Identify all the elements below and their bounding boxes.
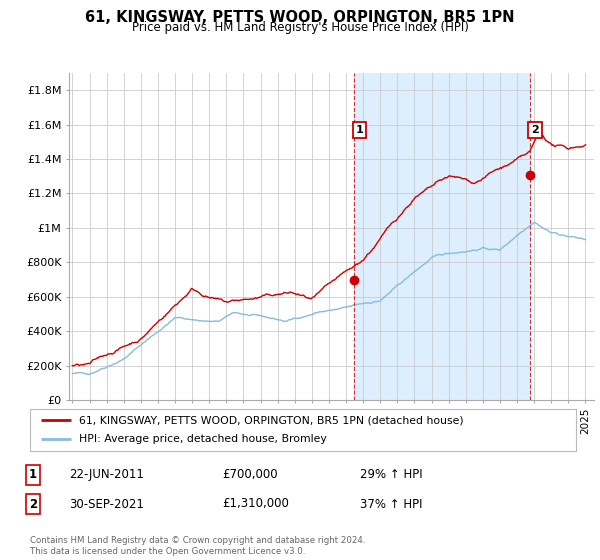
Bar [354, 73, 530, 400]
Text: 61, KINGSWAY, PETTS WOOD, ORPINGTON, BR5 1PN: 61, KINGSWAY, PETTS WOOD, ORPINGTON, BR5… [85, 10, 515, 25]
Text: 2: 2 [29, 497, 37, 511]
Text: 22-JUN-2011: 22-JUN-2011 [69, 468, 144, 482]
Text: 1: 1 [29, 468, 37, 482]
Text: 61, KINGSWAY, PETTS WOOD, ORPINGTON, BR5 1PN (detached house): 61, KINGSWAY, PETTS WOOD, ORPINGTON, BR5… [79, 415, 464, 425]
Text: 30-SEP-2021: 30-SEP-2021 [69, 497, 144, 511]
Text: £700,000: £700,000 [222, 468, 278, 482]
Text: 1: 1 [355, 125, 363, 135]
Text: Contains HM Land Registry data © Crown copyright and database right 2024.
This d: Contains HM Land Registry data © Crown c… [30, 536, 365, 556]
Text: Price paid vs. HM Land Registry's House Price Index (HPI): Price paid vs. HM Land Registry's House … [131, 21, 469, 34]
Text: HPI: Average price, detached house, Bromley: HPI: Average price, detached house, Brom… [79, 435, 327, 445]
Text: 37% ↑ HPI: 37% ↑ HPI [360, 497, 422, 511]
Text: 2: 2 [531, 125, 539, 135]
Text: 29% ↑ HPI: 29% ↑ HPI [360, 468, 422, 482]
Text: £1,310,000: £1,310,000 [222, 497, 289, 511]
